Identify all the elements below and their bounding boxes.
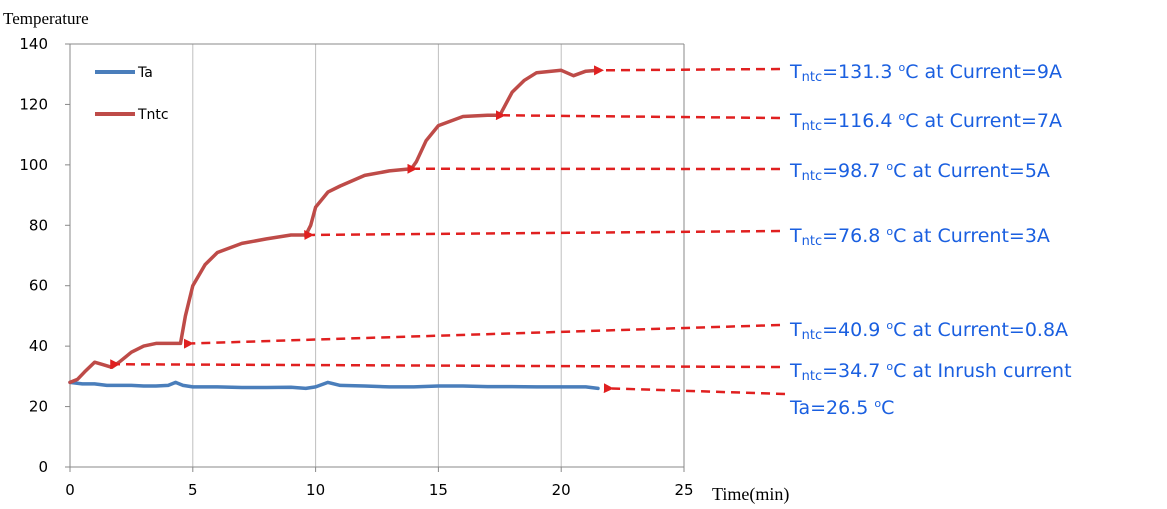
y-tick-label: 0 [38, 458, 48, 476]
annotation-label: Tntc=131.3 oC at Current=9A [789, 61, 1062, 85]
annotation-label: Tntc=40.9 oC at Current=0.8A [789, 319, 1068, 343]
annotation-arrow [603, 383, 786, 396]
annotation-label: Tntc=34.7 oC at Inrush current [789, 360, 1072, 384]
y-tick-label: 60 [29, 277, 48, 295]
x-axis-title: Time(min) [712, 484, 789, 505]
series-line-tntc [68, 68, 600, 385]
x-tick-label: 20 [552, 481, 571, 499]
x-tick-label: 10 [306, 481, 325, 499]
legend: Ta Tntc [95, 65, 169, 123]
annotation-arrow [183, 323, 781, 349]
annotation-arrow [110, 359, 781, 370]
y-tick-label: 80 [29, 216, 48, 234]
y-tick-label: 140 [19, 35, 48, 53]
y-tick-label: 20 [29, 398, 48, 416]
y-tick-label: 40 [29, 337, 48, 355]
x-tick-label: 0 [65, 481, 75, 499]
annotation-arrow [495, 110, 781, 121]
annotation-arrow [304, 229, 781, 241]
y-tick-label: 100 [19, 156, 48, 174]
annotation-arrow [594, 65, 781, 76]
y-tick-label: 120 [19, 95, 48, 113]
x-tick-label: 15 [429, 481, 448, 499]
series-group [68, 68, 600, 391]
x-tick-label: 25 [674, 481, 693, 499]
series-line-ta [68, 380, 600, 391]
axes: 0 20 40 60 80 100 120 140 0 5 10 15 20 25 [19, 35, 693, 499]
legend-label-ta: Ta [137, 65, 153, 81]
y-axis-title: Temperature [3, 9, 89, 28]
annotation-label: Tntc=76.8 oC at Current=3A [789, 225, 1050, 249]
annotation-label: Ta=26.5 oC [789, 397, 894, 419]
legend-label-tntc: Tntc [137, 107, 169, 123]
x-tick-label: 5 [188, 481, 198, 499]
annotation-label: Tntc=98.7 oC at Current=5A [789, 160, 1050, 184]
annotation-label: Tntc=116.4 oC at Current=7A [789, 110, 1062, 134]
annotations: Tntc=131.3 oC at Current=9A Tntc=116.4 oC… [110, 61, 1072, 419]
